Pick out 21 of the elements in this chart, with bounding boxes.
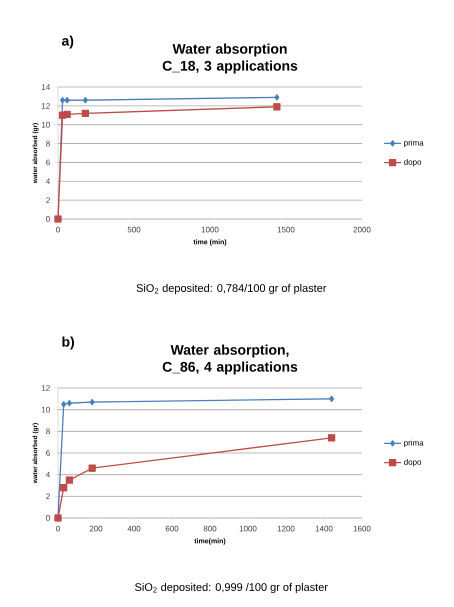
point (273, 103, 281, 110)
text: SiO$_{2}$ deposited: 0,999 /100 gr of plaster (135, 582, 328, 594)
point (60, 97, 66, 104)
point (66, 476, 74, 484)
point (64, 97, 70, 104)
text: b) (62, 336, 74, 350)
point (88, 464, 96, 472)
chart-title: Water absorption, C_86, 4 applications (162, 344, 298, 374)
point (328, 434, 336, 442)
point (329, 396, 334, 402)
point (90, 398, 95, 406)
point (274, 94, 280, 101)
point (82, 97, 88, 104)
point (66, 400, 72, 406)
point (60, 484, 68, 492)
text: a) (62, 35, 74, 48)
point (63, 110, 71, 118)
point (82, 110, 90, 118)
point (61, 401, 66, 408)
text: SiO$_{2}$ deposited: 0,784/100 gr of plaster (136, 284, 326, 294)
chart-title: Water absorption C_18, 3 applications (162, 44, 298, 74)
